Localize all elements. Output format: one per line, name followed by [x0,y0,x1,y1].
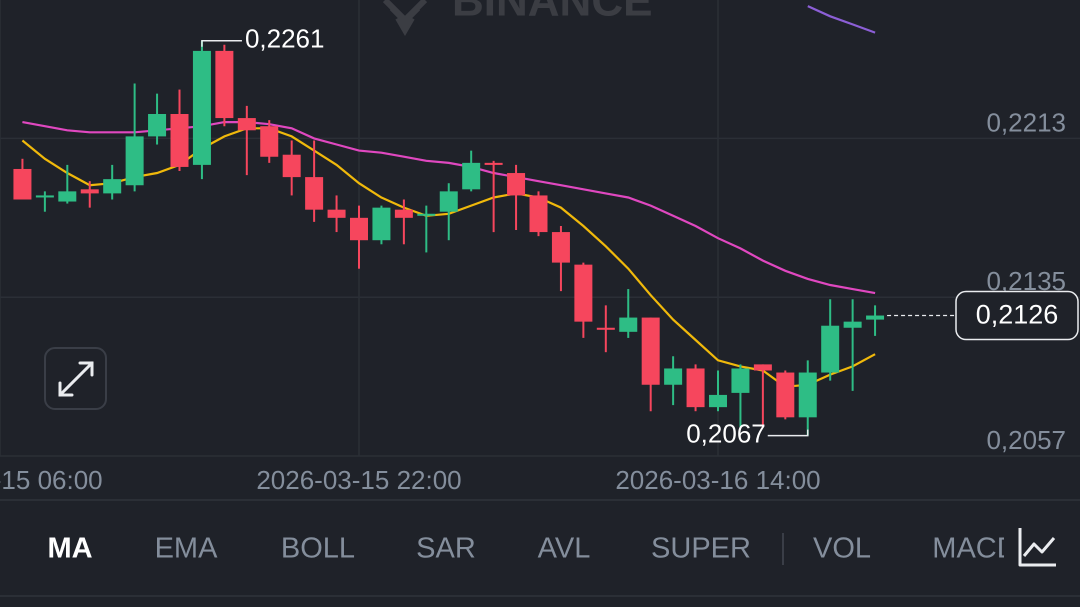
y-tick-label: 0,2057 [986,425,1066,455]
indicator-tab[interactable]: MACD [932,533,1017,565]
candle-body [215,50,234,119]
indicator-tab[interactable]: BOLL [281,533,355,565]
candle-body [709,394,727,408]
x-tick-label: 2026-03-16 14:00 [615,465,820,495]
candle-body [462,162,481,190]
x-tick-label: 2026-03-15 22:00 [256,465,461,495]
indicator-settings-button[interactable] [1018,528,1056,567]
y-tick-label: 0,2213 [986,107,1066,137]
candle-body [439,191,458,212]
candle-body [170,114,189,167]
candle-body [798,372,817,418]
high-label: 0,2261 [245,24,325,54]
last-price-label: 0,2126 [976,300,1059,330]
indicator-tab[interactable]: VOL [813,533,871,565]
candle-body [843,321,862,328]
candle-body [372,207,391,241]
candle-body [866,315,885,320]
candle-body [596,327,615,330]
candle-body [507,173,526,196]
candle-body [776,372,795,418]
candle-body [529,195,548,233]
candle-body [192,50,211,165]
ma-line [807,5,876,34]
low-marker [767,429,809,437]
indicator-tab[interactable]: EMA [155,533,219,565]
candle-body [821,325,840,373]
indicator-tabs: MA EMA BOLL SAR AVL SUPER VOL MACD [47,533,1018,565]
indicator-tab[interactable]: SAR [416,533,476,565]
candle-body [731,368,750,393]
candle-body [58,191,77,202]
candle-body [417,213,436,216]
candle-body [13,168,32,200]
candle-body [305,177,324,210]
indicator-tab[interactable]: AVL [538,533,591,565]
indicator-icon[interactable] [1018,528,1056,567]
candle-body [237,118,256,131]
indicator-tab[interactable]: MA [47,533,92,565]
last-price-box [955,290,1079,341]
candle-body [753,364,772,371]
expand-icon [58,361,94,397]
watermark-icon [382,0,428,36]
expand-button[interactable] [44,347,107,410]
candle-body [125,136,144,186]
candle-body [619,317,638,332]
candle-body [260,126,279,157]
candle-body [664,368,683,385]
candle-body [394,209,413,218]
candle-body [148,114,167,137]
low-label: 0,2067 [686,419,766,449]
candle-body [484,162,503,165]
candle-body [350,217,368,241]
candle-body [282,154,301,178]
candle-body [35,195,54,198]
indicator-tab[interactable]: SUPER [651,533,751,565]
x-tick-label: 2026-03-15 06:00 [0,465,103,495]
watermark-logo: BINANCE [382,0,652,36]
candle-body [103,179,122,194]
candle-body [641,317,660,385]
candle-body [327,209,346,218]
candle-body [551,232,570,263]
candles [13,40,885,436]
candle-body [80,189,99,194]
high-marker [201,39,242,47]
candle-body [686,368,705,408]
candle-body [574,264,593,322]
watermark-text: BINANCE [452,0,652,26]
